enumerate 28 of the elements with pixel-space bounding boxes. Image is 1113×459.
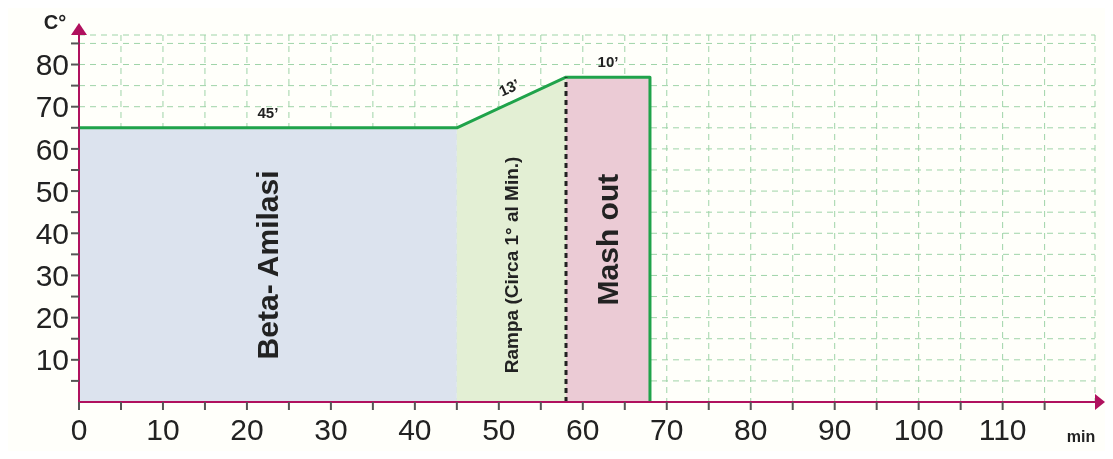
x-tick-label: 110 (978, 413, 1027, 446)
y-tick-label: 70 (35, 90, 69, 124)
x-axis-title: min (1066, 428, 1096, 445)
y-tick-label: 50 (35, 174, 69, 208)
x-tick-label: 100 (893, 413, 944, 446)
annotation: 45’ (257, 103, 279, 121)
series-label: Mash out (591, 173, 625, 306)
x-tick-label: 50 (482, 413, 516, 446)
y-tick-label: 10 (35, 343, 69, 377)
x-tick-label: 90 (818, 413, 852, 446)
x-tick-label: 10 (146, 413, 180, 446)
y-tick-label: 30 (35, 259, 69, 293)
y-axis-title: C° (43, 11, 67, 33)
x-tick-label: 0 (70, 413, 88, 446)
series-label: Rampa (Circa 1° al Min.) (500, 156, 522, 374)
y-tick-label: 20 (35, 301, 69, 335)
annotation: 10’ (597, 53, 619, 71)
y-tick-label: 60 (35, 132, 69, 166)
series-label: Beta- Amilasi (251, 170, 285, 360)
x-tick-label: 20 (230, 413, 264, 446)
x-tick-label: 30 (314, 413, 348, 446)
y-tick-label: 40 (35, 216, 69, 250)
x-tick-label: 60 (566, 413, 600, 446)
x-tick-label: 70 (650, 413, 684, 446)
x-tick-label: 80 (734, 413, 768, 446)
annotation: 13’ (496, 75, 523, 100)
x-tick-label: 40 (398, 413, 432, 446)
y-tick-label: 80 (35, 48, 69, 82)
